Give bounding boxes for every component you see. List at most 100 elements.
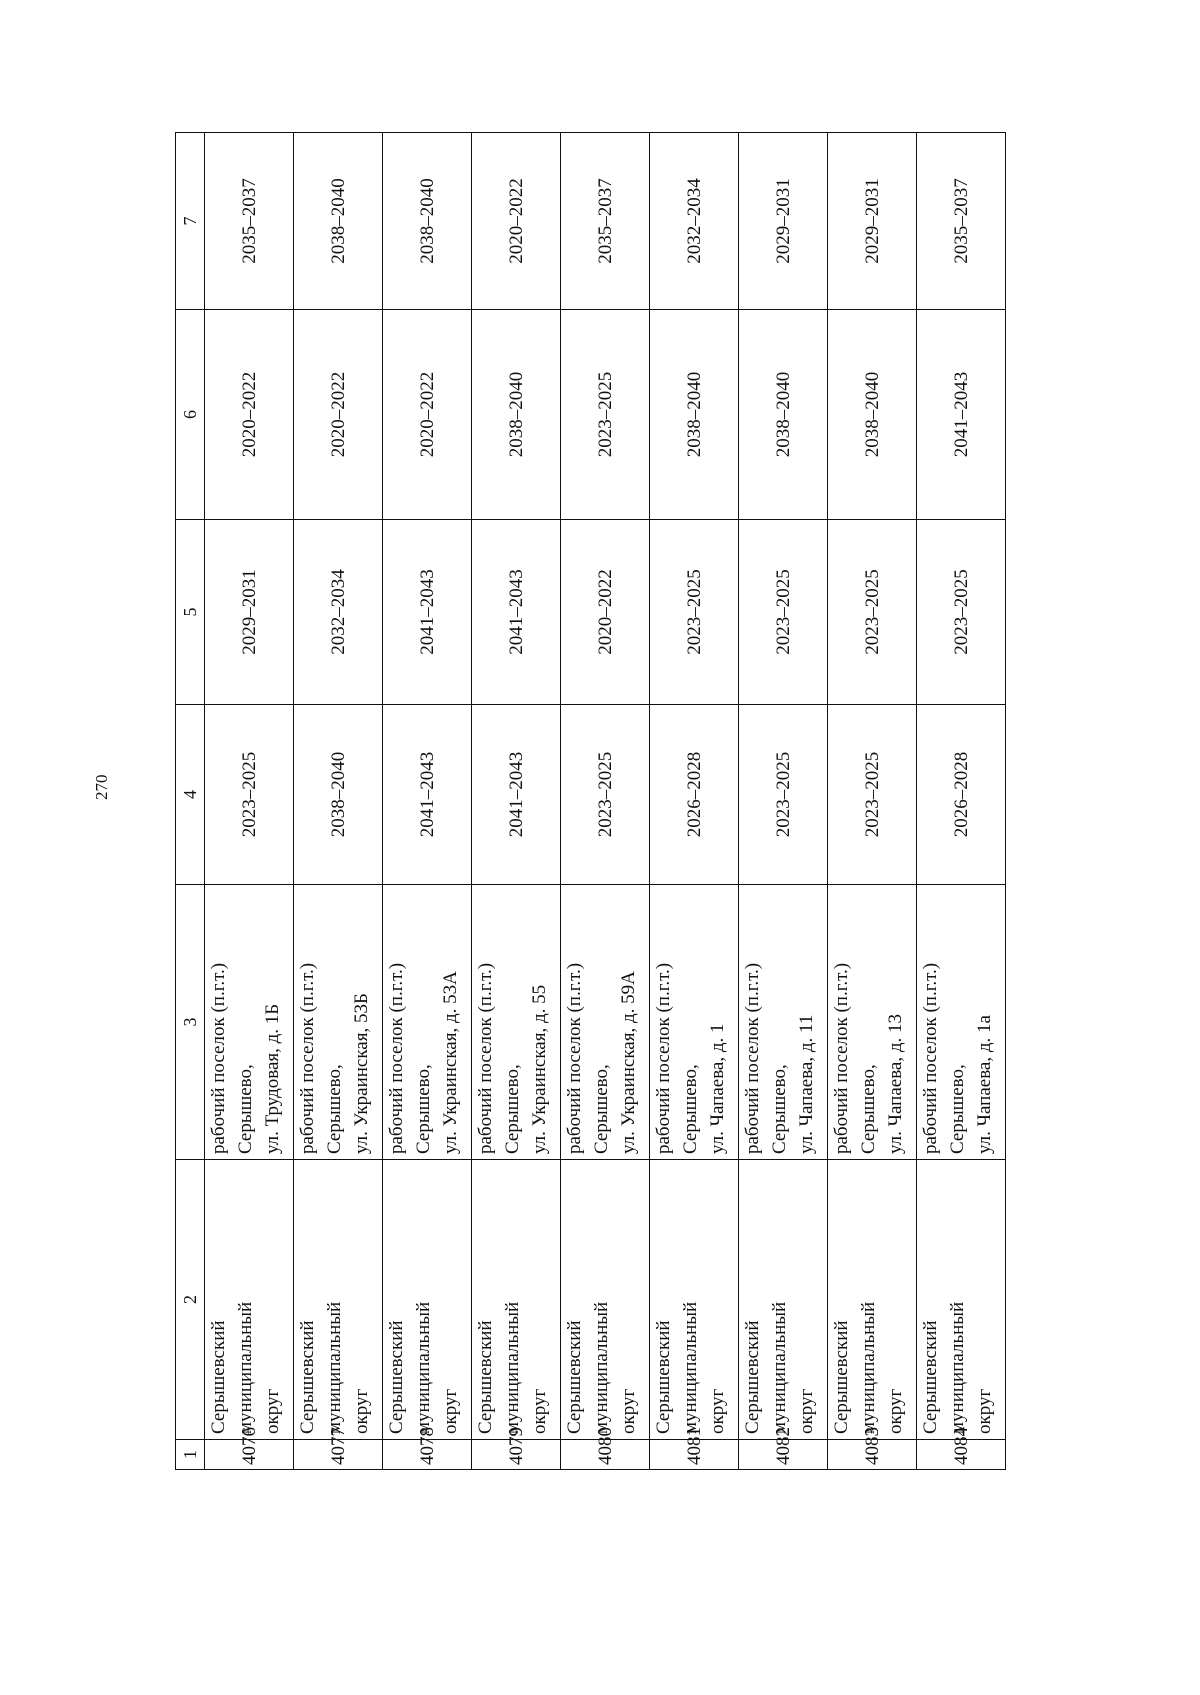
- table-row: 4079 Серышевский муниципальный округ рабочий…: [471, 132, 561, 1470]
- district-line: Серышевский: [831, 1320, 852, 1434]
- district-line: округ: [440, 1388, 461, 1434]
- address-cell: рабочий поселок (п.г.т.) Серышево, ул. Тру…: [204, 884, 294, 1160]
- district-cell: Серышевский муниципальный округ: [649, 1159, 739, 1440]
- district-line: муниципальный: [591, 1301, 612, 1434]
- address-cell: рабочий поселок (п.г.т.) Серышево, ул. Чап…: [738, 884, 828, 1160]
- table-row: 4078 Серышевский муниципальный округ рабочий…: [382, 132, 472, 1470]
- address-cell: рабочий поселок (п.г.т.) Серышево, ул. Укр…: [560, 884, 650, 1160]
- district-line: округ: [885, 1388, 906, 1434]
- district-cell: Серышевский муниципальный округ: [560, 1159, 650, 1440]
- period-cell-c5: 2023–2025: [738, 519, 828, 705]
- row-number: 4083: [827, 1427, 917, 1470]
- row-number: 4081: [649, 1427, 739, 1470]
- column-header-4: 4: [175, 704, 205, 885]
- address-line: Серышево,: [324, 1064, 345, 1154]
- row-number: 4076: [204, 1427, 294, 1470]
- table-row: 4080 Серышевский муниципальный округ рабочий…: [560, 132, 650, 1470]
- address-line: рабочий поселок (п.г.т.): [742, 962, 763, 1154]
- address-line: рабочий поселок (п.г.т.): [386, 962, 407, 1154]
- period-cell-c5: 2020–2022: [560, 519, 650, 705]
- address-cell: рабочий поселок (п.г.т.) Серышево, ул. Чап…: [916, 884, 1006, 1160]
- district-line: округ: [262, 1388, 283, 1434]
- period-cell-c7: 2029–2031: [827, 132, 917, 310]
- period-cell-c7: 2029–2031: [738, 132, 828, 310]
- address-line: рабочий поселок (п.г.т.): [831, 962, 852, 1154]
- period-cell-c6: 2038–2040: [738, 309, 828, 520]
- period-cell-c5: 2041–2043: [471, 519, 561, 705]
- address-line: Серышево,: [680, 1064, 701, 1154]
- period-cell-c6: 2020–2022: [382, 309, 472, 520]
- period-cell-c6: 2038–2040: [649, 309, 739, 520]
- period-cell-c4: 2026–2028: [649, 704, 739, 885]
- district-line: Серышевский: [742, 1320, 763, 1434]
- page-number: 270: [92, 774, 111, 801]
- district-line: муниципальный: [324, 1301, 345, 1434]
- address-line: рабочий поселок (п.г.т.): [564, 962, 585, 1154]
- district-line: округ: [707, 1388, 728, 1434]
- address-line: ул. Чапаева, д. 1: [707, 1023, 728, 1154]
- period-cell-c4: 2038–2040: [293, 704, 383, 885]
- row-number: 4079: [471, 1427, 561, 1470]
- column-header-1: 1: [175, 1439, 205, 1470]
- district-line: округ: [974, 1388, 995, 1434]
- address-line: рабочий поселок (п.г.т.): [208, 962, 229, 1154]
- period-cell-c5: 2023–2025: [649, 519, 739, 705]
- table-row: 4076 Серышевский муниципальный округ рабочий…: [204, 132, 294, 1470]
- period-cell-c7: 2038–2040: [293, 132, 383, 310]
- table-row: 4077 Серышевский муниципальный округ рабочий…: [293, 132, 383, 1470]
- district-line: муниципальный: [947, 1301, 968, 1434]
- address-line: ул. Чапаева, д. 13: [885, 1013, 906, 1154]
- period-cell-c7: 2038–2040: [382, 132, 472, 310]
- column-header-3: 3: [175, 884, 205, 1160]
- period-cell-c4: 2023–2025: [827, 704, 917, 885]
- district-line: округ: [529, 1388, 550, 1434]
- period-cell-c4: 2023–2025: [204, 704, 294, 885]
- column-header-6: 6: [175, 309, 205, 520]
- district-line: Серышевский: [564, 1320, 585, 1434]
- period-cell-c6: 2023–2025: [560, 309, 650, 520]
- address-line: ул. Украинская, д. 55: [529, 984, 550, 1154]
- address-line: ул. Украинская, д. 53А: [440, 971, 461, 1154]
- address-line: Серышево,: [858, 1064, 879, 1154]
- district-cell: Серышевский муниципальный округ: [382, 1159, 472, 1440]
- address-cell: рабочий поселок (п.г.т.) Серышево, ул. Укр…: [382, 884, 472, 1160]
- district-line: Серышевский: [920, 1320, 941, 1434]
- period-cell-c4: 2041–2043: [382, 704, 472, 885]
- table-row: 4083 Серышевский муниципальный округ рабочий…: [827, 132, 917, 1470]
- period-cell-c6: 2038–2040: [827, 309, 917, 520]
- district-line: муниципальный: [502, 1301, 523, 1434]
- address-line: рабочий поселок (п.г.т.): [653, 962, 674, 1154]
- address-line: Серышево,: [413, 1064, 434, 1154]
- table-row: 4081 Серышевский муниципальный округ рабочий…: [649, 132, 739, 1470]
- district-line: Серышевский: [386, 1320, 407, 1434]
- period-cell-c4: 2026–2028: [916, 704, 1006, 885]
- period-cell-c6: 2020–2022: [293, 309, 383, 520]
- district-line: округ: [796, 1388, 817, 1434]
- district-line: муниципальный: [680, 1301, 701, 1434]
- address-line: Серышево,: [235, 1064, 256, 1154]
- address-line: ул. Украинская, 53Б: [351, 993, 372, 1154]
- district-line: муниципальный: [858, 1301, 879, 1434]
- address-line: рабочий поселок (п.г.т.): [297, 962, 318, 1154]
- row-number: 4077: [293, 1427, 383, 1470]
- address-line: Серышево,: [947, 1064, 968, 1154]
- period-cell-c5: 2023–2025: [827, 519, 917, 705]
- district-line: Серышевский: [297, 1320, 318, 1434]
- address-line: Серышево,: [591, 1064, 612, 1154]
- period-cell-c6: 2041–2043: [916, 309, 1006, 520]
- period-cell-c6: 2038–2040: [471, 309, 561, 520]
- address-cell: рабочий поселок (п.г.т.) Серышево, ул. Укр…: [293, 884, 383, 1160]
- address-line: ул. Трудовая, д. 1Б: [262, 1003, 283, 1154]
- period-cell-c7: 2035–2037: [204, 132, 294, 310]
- district-cell: Серышевский муниципальный округ: [827, 1159, 917, 1440]
- column-header-7: 7: [175, 132, 205, 310]
- period-cell-c5: 2041–2043: [382, 519, 472, 705]
- period-cell-c5: 2023–2025: [916, 519, 1006, 705]
- district-line: округ: [351, 1388, 372, 1434]
- row-number: 4078: [382, 1427, 472, 1470]
- district-cell: Серышевский муниципальный округ: [293, 1159, 383, 1440]
- address-line: Серышево,: [502, 1064, 523, 1154]
